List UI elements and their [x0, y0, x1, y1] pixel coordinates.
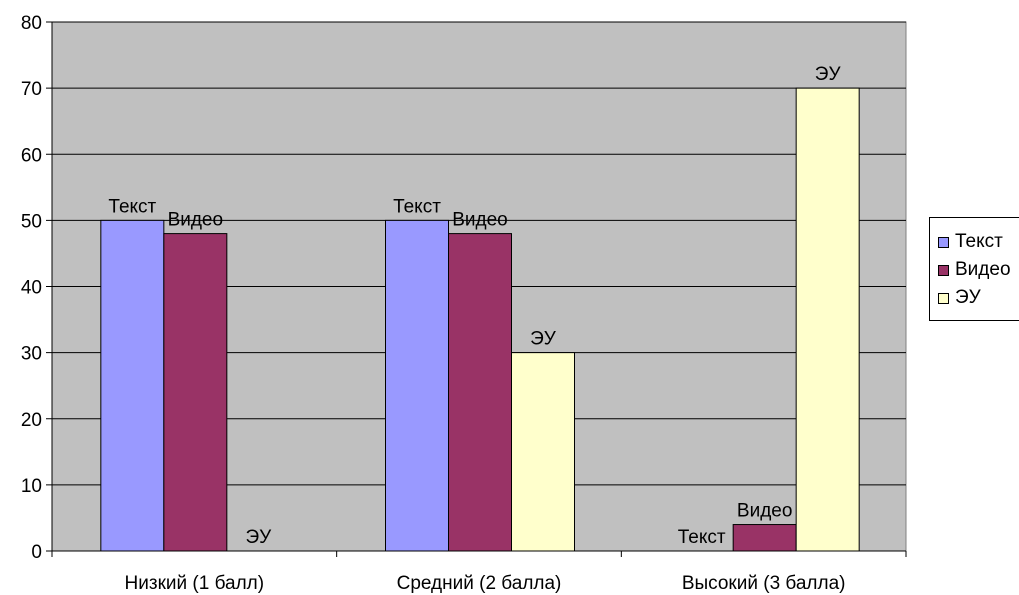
y-tick-label: 70 — [21, 79, 42, 100]
y-tick-label: 30 — [21, 344, 42, 365]
data-label: Текст — [678, 527, 726, 548]
y-tick-label: 80 — [21, 13, 42, 34]
data-label: Видео — [737, 501, 793, 522]
legend-item-text: Текст — [938, 230, 1003, 254]
legend-item-eu: ЭУ — [938, 286, 981, 310]
y-tick-label: 50 — [21, 211, 42, 232]
legend-label-video: Видео — [955, 259, 1011, 280]
data-label: ЭУ — [530, 329, 557, 350]
bar — [100, 219, 165, 552]
data-label: Текст — [108, 196, 156, 217]
data-label: Текст — [393, 196, 441, 217]
legend-label-eu: ЭУ — [955, 287, 981, 308]
data-label: ЭУ — [245, 527, 272, 548]
data-label: Видео — [168, 210, 224, 231]
y-tick-label: 0 — [31, 542, 42, 563]
legend: Текст Видео ЭУ — [929, 217, 1019, 321]
y-tick-label: 10 — [21, 476, 42, 497]
x-tick-label: Низкий (1 балл) — [125, 573, 265, 594]
y-tick-label: 60 — [21, 145, 42, 166]
y-tick-label: 40 — [21, 278, 42, 299]
bar — [511, 352, 575, 552]
bar — [732, 524, 797, 552]
bar — [385, 219, 449, 552]
bar — [448, 233, 512, 552]
bar — [795, 87, 860, 552]
legend-label-text: Текст — [955, 231, 1003, 252]
legend-swatch-text — [938, 236, 949, 248]
x-tick-label: Высокий (3 балла) — [682, 573, 846, 594]
data-label: ЭУ — [815, 64, 842, 85]
x-tick-label: Средний (2 балла) — [397, 573, 562, 594]
y-tick-label: 20 — [21, 410, 42, 431]
bar — [163, 233, 228, 552]
legend-swatch-eu — [938, 292, 949, 304]
legend-item-video: Видео — [938, 258, 1011, 282]
legend-swatch-video — [938, 264, 949, 276]
data-label: Видео — [452, 210, 508, 231]
